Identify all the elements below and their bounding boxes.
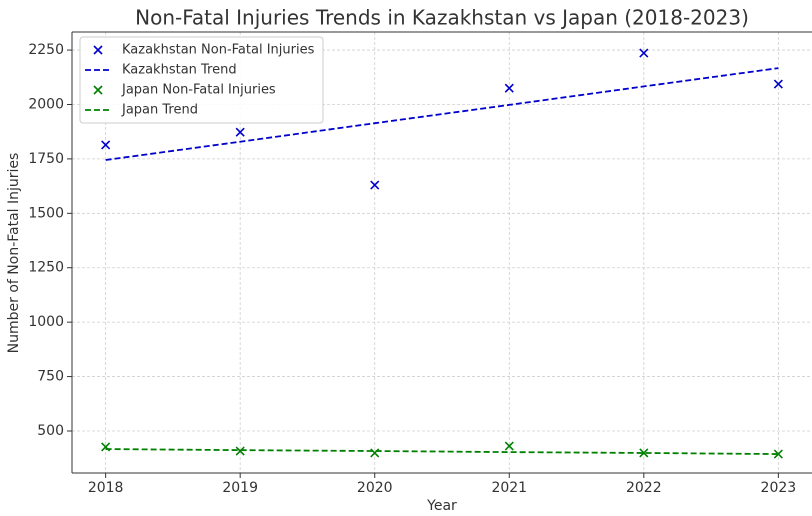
x-tick-label: 2021 <box>491 480 527 496</box>
y-tick-label: 1500 <box>28 205 64 221</box>
legend-label: Kazakhstan Trend <box>122 63 237 78</box>
marker <box>93 85 103 95</box>
legend-label: Japan Trend <box>121 103 198 118</box>
legend: Kazakhstan Non-Fatal Injuries Kazakhstan … <box>79 36 324 124</box>
y-tick-label: 750 <box>37 369 64 385</box>
marker <box>235 127 245 137</box>
y-tick-label: 2000 <box>28 96 64 112</box>
marker <box>101 140 111 150</box>
marker <box>639 448 649 458</box>
marker <box>93 45 103 55</box>
legend-box <box>79 36 324 124</box>
marker <box>235 446 245 456</box>
y-tick-label: 1000 <box>28 314 64 330</box>
x-tick-label: 2022 <box>626 480 662 496</box>
legend-label: Kazakhstan Non-Fatal Injuries <box>122 43 315 58</box>
x-axis-label: Year <box>426 498 457 514</box>
y-axis-label: Number of Non-Fatal Injuries <box>6 153 22 354</box>
chart-title: Non-Fatal Injuries Trends in Kazakhstan … <box>135 6 749 30</box>
y-tick-label: 1750 <box>28 151 64 167</box>
marker <box>773 79 783 89</box>
trend-line <box>105 448 779 455</box>
marker <box>504 83 514 93</box>
y-tick-label: 2250 <box>28 42 64 58</box>
trend-line <box>105 67 779 161</box>
legend-label: Japan Non-Fatal Injuries <box>121 83 276 98</box>
x-tick-label: 2023 <box>761 480 797 496</box>
x-tick-label: 2020 <box>357 480 393 496</box>
marker <box>370 180 380 190</box>
marker <box>773 449 783 459</box>
marker <box>504 441 514 451</box>
y-tick-label: 500 <box>37 423 64 439</box>
y-tick-label: 1250 <box>28 260 64 276</box>
marker <box>639 48 649 58</box>
x-tick-label: 2018 <box>88 480 124 496</box>
x-tick-label: 2019 <box>222 480 258 496</box>
